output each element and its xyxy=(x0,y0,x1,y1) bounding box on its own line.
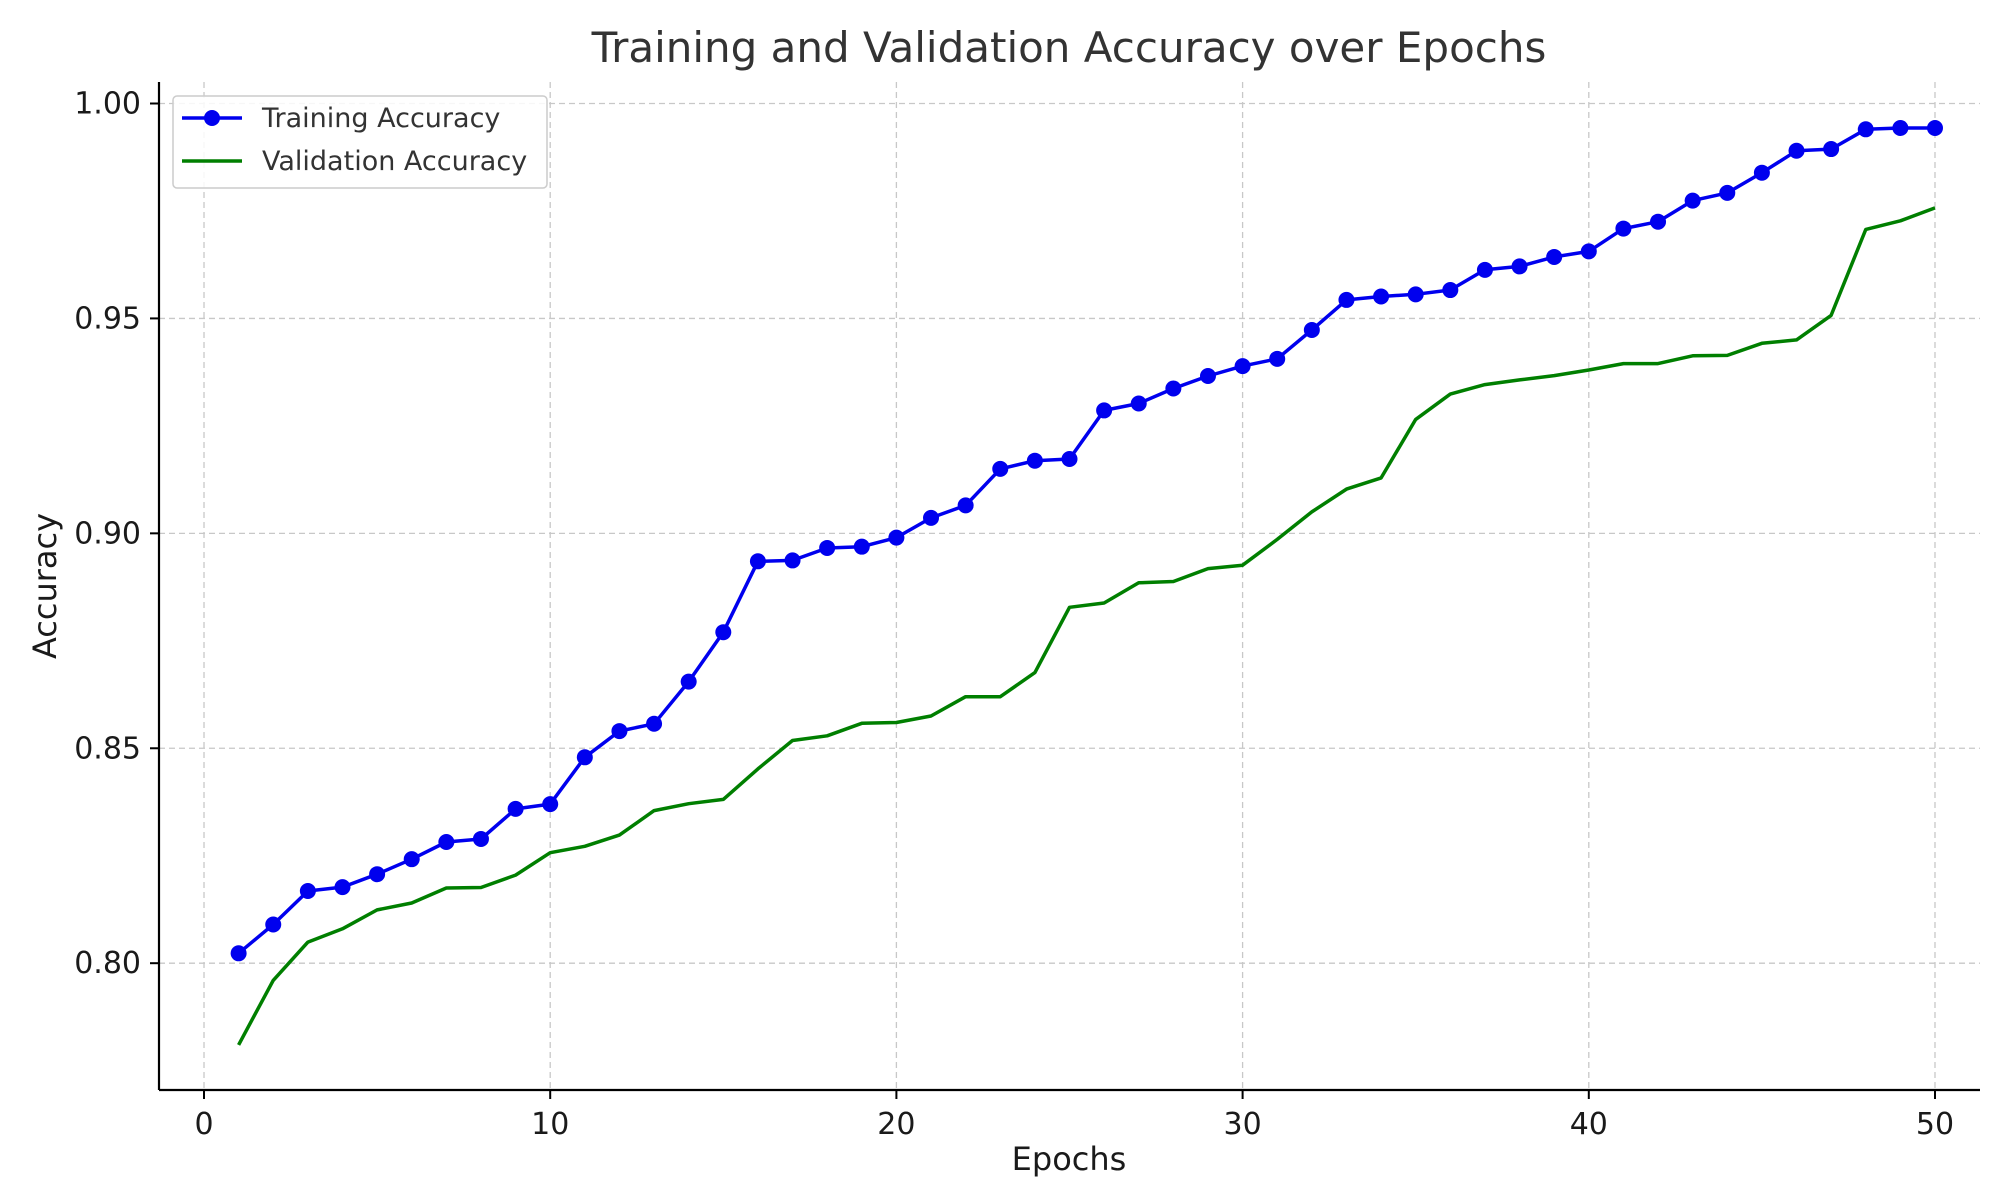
training-accuracy-point xyxy=(1892,119,1909,136)
legend-label-validation-accuracy: Validation Accuracy xyxy=(262,146,527,177)
training-accuracy-point xyxy=(1580,243,1597,260)
legend: Training Accuracy Validation Accuracy xyxy=(172,95,548,189)
training-accuracy-point xyxy=(853,538,870,555)
chart-title: Training and Validation Accuracy over Ep… xyxy=(591,23,1547,72)
training-accuracy-point xyxy=(646,715,663,732)
y-axis-ticks: 0.80 0.85 0.90 0.95 1.00 xyxy=(74,86,159,981)
training-accuracy-point xyxy=(576,749,593,766)
training-accuracy-point xyxy=(923,509,940,526)
y-tick-label: 1.00 xyxy=(74,86,141,121)
training-accuracy-point xyxy=(749,553,766,570)
y-tick-label: 0.90 xyxy=(74,516,141,551)
training-accuracy-point xyxy=(1061,450,1078,467)
training-accuracy-point xyxy=(1684,192,1701,209)
training-accuracy-point xyxy=(1788,142,1805,159)
legend-marker-training-accuracy xyxy=(204,110,220,126)
axes-spines xyxy=(157,82,1980,1092)
training-accuracy-point xyxy=(1823,141,1840,158)
training-accuracy-point xyxy=(1373,288,1390,305)
x-axis-ticks: 0 10 20 30 40 50 xyxy=(194,1090,1954,1142)
training-accuracy-point xyxy=(1615,220,1632,237)
training-accuracy-point xyxy=(1338,291,1355,308)
legend-label-training-accuracy: Training Accuracy xyxy=(261,103,500,134)
training-accuracy-point xyxy=(1407,286,1424,303)
training-accuracy-point xyxy=(265,916,282,933)
x-tick-label: 40 xyxy=(1570,1107,1608,1142)
training-accuracy-line xyxy=(237,126,1935,955)
training-accuracy-point xyxy=(1199,368,1216,385)
training-accuracy-point xyxy=(1130,395,1147,412)
x-tick-label: 50 xyxy=(1916,1107,1954,1142)
training-accuracy-point xyxy=(784,552,801,569)
x-tick-label: 20 xyxy=(877,1107,915,1142)
training-accuracy-point xyxy=(1857,121,1874,138)
training-accuracy-point xyxy=(438,833,455,850)
training-accuracy-point xyxy=(230,945,247,962)
training-accuracy-point xyxy=(403,851,420,868)
training-accuracy-point xyxy=(957,497,974,514)
y-axis-label: Accuracy xyxy=(26,513,64,659)
training-accuracy-point xyxy=(819,539,836,556)
training-accuracy-point xyxy=(1650,213,1667,230)
grid-lines xyxy=(159,82,1980,1090)
training-accuracy-point xyxy=(1546,248,1563,265)
training-accuracy-point xyxy=(715,624,732,641)
validation-accuracy-line xyxy=(237,206,1936,1046)
training-accuracy-point xyxy=(507,800,524,817)
training-accuracy-point xyxy=(1442,282,1459,299)
training-accuracy-point xyxy=(472,830,489,847)
x-axis-label: Epochs xyxy=(1012,1140,1127,1178)
training-accuracy-point xyxy=(542,796,559,813)
training-accuracy-point xyxy=(1926,119,1943,136)
y-tick-label: 0.85 xyxy=(74,731,141,766)
training-accuracy-point xyxy=(1511,258,1528,275)
x-tick-label: 0 xyxy=(194,1107,213,1142)
x-tick-label: 30 xyxy=(1224,1107,1262,1142)
training-accuracy-point xyxy=(1753,164,1770,181)
training-accuracy-point xyxy=(680,673,697,690)
y-tick-label: 0.95 xyxy=(74,301,141,336)
legend-box xyxy=(172,95,548,189)
training-accuracy-point xyxy=(1096,402,1113,419)
training-accuracy-point xyxy=(1234,358,1251,375)
training-accuracy-point xyxy=(1269,350,1286,367)
training-accuracy-point xyxy=(1303,322,1320,339)
training-accuracy-point xyxy=(299,882,316,899)
series-layer xyxy=(230,119,1943,1046)
training-accuracy-point xyxy=(1165,380,1182,397)
training-accuracy-point xyxy=(1719,184,1736,201)
training-accuracy-point xyxy=(611,723,628,740)
training-accuracy-point xyxy=(1476,261,1493,278)
training-accuracy-point xyxy=(1026,452,1043,469)
training-accuracy-point xyxy=(369,866,386,883)
training-accuracy-point xyxy=(992,460,1009,477)
training-accuracy-point xyxy=(888,529,905,546)
training-accuracy-point xyxy=(334,879,351,896)
x-tick-label: 10 xyxy=(531,1107,569,1142)
y-tick-label: 0.80 xyxy=(74,946,141,981)
